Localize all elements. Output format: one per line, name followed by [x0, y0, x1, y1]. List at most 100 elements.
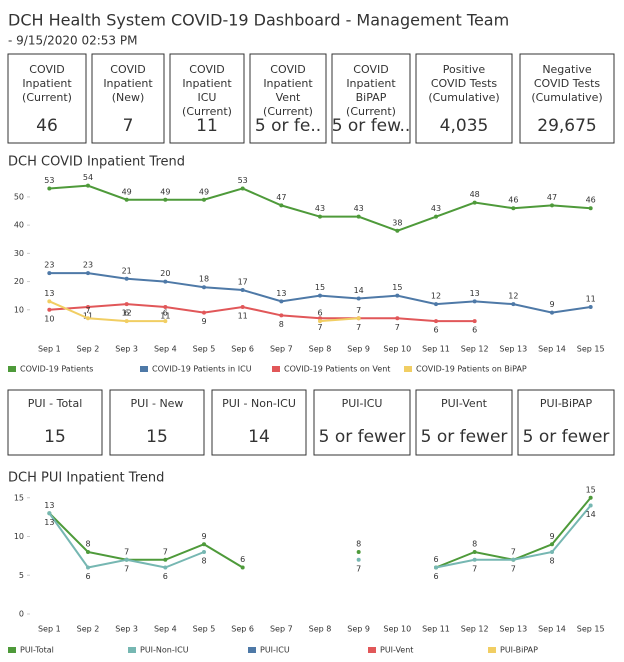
data-label: 8: [85, 540, 90, 549]
x-tick-label: Sep 9: [347, 625, 370, 634]
kpi-card: [169, 53, 245, 144]
data-label: 9: [201, 317, 206, 326]
data-label: 6: [240, 555, 245, 564]
data-point: [240, 304, 245, 309]
legend-swatch: [8, 647, 16, 653]
kpi-card: [517, 389, 615, 456]
data-label: 43: [315, 204, 325, 213]
data-point: [356, 557, 361, 562]
data-point: [511, 206, 516, 211]
kpi-label: COVID Inpatient BiPAP (Current): [346, 63, 396, 118]
data-label: 13: [276, 289, 286, 298]
x-tick-label: Sep 11: [422, 345, 450, 354]
data-point: [240, 565, 245, 570]
data-label: 6: [317, 309, 322, 318]
y-tick-label: 0: [19, 610, 24, 619]
data-point: [86, 304, 90, 309]
data-label: 7: [85, 306, 90, 315]
legend-swatch: [128, 647, 136, 653]
data-point: [124, 319, 129, 324]
data-point: [588, 206, 593, 211]
x-tick-label: Sep 9: [347, 345, 370, 354]
data-point: [163, 557, 168, 562]
y-tick-label: 50: [14, 192, 24, 201]
kpi-card: [331, 53, 411, 144]
data-label: 17: [238, 278, 248, 287]
data-point: [472, 200, 477, 205]
data-point: [163, 197, 168, 202]
data-label: 6: [124, 309, 129, 318]
y-tick-label: 40: [14, 221, 24, 230]
x-tick-label: Sep 13: [499, 625, 527, 634]
chart-title: DCH COVID Inpatient Trend: [8, 155, 185, 170]
dashboard-title: DCH Health System COVID-19 Dashboard - M…: [8, 11, 509, 30]
data-label: 18: [199, 275, 209, 284]
data-label: 11: [586, 294, 596, 303]
data-point: [356, 214, 361, 219]
kpi-value: 4,035: [440, 116, 489, 136]
data-point: [356, 316, 361, 321]
data-point: [356, 550, 361, 554]
data-point: [202, 542, 206, 547]
kpi-value: 5 or fewer: [421, 427, 508, 447]
data-label: 38: [392, 218, 402, 227]
x-tick-label: Sep 8: [309, 625, 332, 634]
kpi-value: 5 or few..: [332, 116, 411, 136]
x-tick-label: Sep 7: [270, 345, 293, 354]
legend-swatch: [140, 366, 148, 372]
series-line: [48, 497, 592, 569]
data-point: [47, 299, 52, 304]
data-point: [588, 304, 593, 309]
kpi-card: [415, 389, 513, 456]
legend-swatch: [248, 647, 256, 653]
data-point: [163, 279, 168, 284]
x-tick-label: Sep 5: [193, 625, 216, 634]
kpi-card: [7, 53, 87, 144]
data-label: 11: [160, 311, 170, 320]
data-label: 8: [549, 557, 554, 566]
legend-label: COVID-19 Patients: [20, 365, 93, 374]
data-point: [163, 319, 168, 324]
data-label: 49: [160, 187, 170, 196]
x-tick-label: Sep 15: [577, 345, 605, 354]
kpi-label: PUI-Vent: [441, 397, 488, 410]
data-point: [86, 316, 90, 321]
legend-swatch: [488, 647, 496, 653]
data-label: 14: [586, 510, 596, 519]
data-label: 8: [356, 540, 361, 549]
data-point: [47, 271, 52, 276]
x-tick-label: Sep 13: [499, 345, 527, 354]
legend-label: PUI-BiPAP: [500, 646, 538, 655]
data-label: 9: [201, 532, 206, 541]
data-point: [511, 557, 516, 562]
data-label: 6: [433, 572, 438, 581]
x-tick-label: Sep 1: [38, 345, 61, 354]
x-tick-label: Sep 15: [577, 625, 605, 634]
data-point: [124, 557, 129, 562]
data-label: 7: [317, 323, 322, 332]
data-point: [511, 302, 516, 307]
data-label: 13: [44, 518, 54, 527]
kpi-card: [211, 389, 307, 456]
data-point: [395, 293, 400, 298]
data-point: [395, 316, 400, 321]
kpi-label: PUI-BiPAP: [540, 397, 593, 410]
y-tick-label: 10: [14, 305, 24, 314]
data-point: [550, 542, 554, 547]
y-tick-label: 15: [14, 493, 24, 502]
data-point: [202, 550, 206, 554]
legend-label: COVID-19 Patients in ICU: [152, 365, 252, 374]
data-label: 8: [279, 320, 284, 329]
data-label: 15: [315, 283, 325, 292]
kpi-card: [109, 389, 205, 456]
x-tick-label: Sep 6: [231, 625, 254, 634]
data-label: 12: [122, 309, 132, 318]
data-label: 12: [508, 292, 518, 301]
kpi-value: 5 or fewer: [319, 427, 406, 447]
data-point: [163, 565, 168, 570]
data-label: 49: [199, 187, 209, 196]
data-point: [124, 197, 129, 202]
data-label: 20: [160, 269, 170, 278]
x-tick-label: Sep 10: [383, 625, 411, 634]
y-tick-label: 10: [14, 532, 24, 541]
